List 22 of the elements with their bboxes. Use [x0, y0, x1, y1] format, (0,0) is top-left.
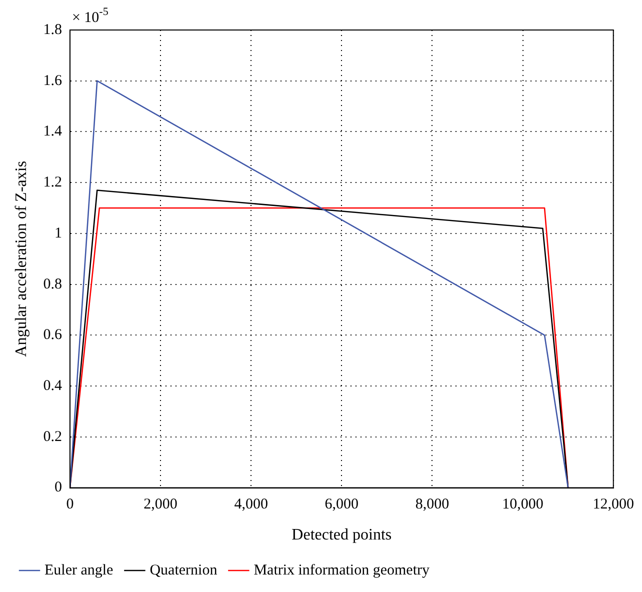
y-tick-label: 1.6: [43, 72, 62, 89]
x-tick-label: 2,000: [144, 496, 178, 513]
y-tick-label: 0.6: [43, 327, 62, 344]
y-tick-label: 1.8: [43, 22, 62, 38]
y-axis-title: Angular acceleration of Z-axis: [12, 160, 30, 357]
y-tick-label: 0.8: [43, 276, 62, 292]
x-tick-label: 12,000: [592, 496, 634, 513]
x-tick-label: 6,000: [324, 496, 359, 513]
y-tick-label: 1.2: [43, 174, 62, 191]
legend-label: Matrix information geometry: [254, 562, 430, 578]
legend-label: Euler angle: [44, 562, 114, 578]
y-tick-label: 0: [54, 480, 62, 496]
legend-label: Quaternion: [150, 562, 218, 578]
x-tick-label: 4,000: [234, 496, 268, 513]
y-tick-label: 1.4: [43, 124, 62, 140]
x-tick-label: 8,000: [415, 496, 450, 513]
x-tick-label: 10,000: [502, 496, 544, 513]
x-axis-title: Detected points: [292, 526, 392, 544]
y-tick-label: 0.2: [43, 428, 62, 445]
y-tick-label: 1: [54, 225, 62, 242]
x-tick-label: 0: [66, 496, 74, 513]
y-tick-label: 0.4: [43, 378, 62, 394]
